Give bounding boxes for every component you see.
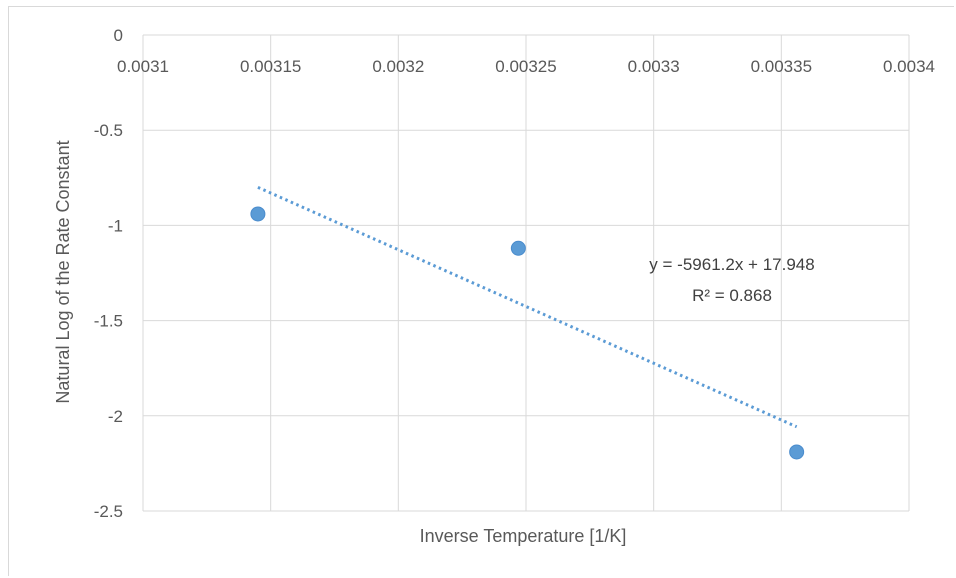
data-points	[250, 206, 805, 460]
y-tick-label: -2.5	[94, 502, 123, 521]
y-tick-label: -1.5	[94, 312, 123, 331]
x-tick-labels: 0.0031 0.00315 0.0032 0.00325 0.0033 0.00335 0…	[117, 57, 935, 76]
data-point	[510, 240, 526, 256]
trendline-equation: y = -5961.2x + 17.948	[649, 255, 814, 274]
data-point	[789, 444, 805, 460]
x-tick-label: 0.00335	[751, 57, 812, 76]
y-tick-label: -0.5	[94, 121, 123, 140]
data-point	[250, 206, 266, 222]
x-tick-label: 0.0032	[372, 57, 424, 76]
chart-area	[8, 6, 954, 576]
trendline	[257, 185, 798, 429]
x-tick-label: 0.0034	[883, 57, 935, 76]
x-axis-title: Inverse Temperature [1/K]	[420, 526, 627, 546]
x-tick-label: 0.0031	[117, 57, 169, 76]
trendline-r-squared: R² = 0.868	[692, 286, 772, 305]
trendline-layer	[257, 185, 798, 429]
x-tick-label: 0.00315	[240, 57, 301, 76]
x-tick-label: 0.00325	[495, 57, 556, 76]
x-tick-label: 0.0033	[628, 57, 680, 76]
y-tick-label: -1	[108, 216, 123, 235]
y-axis-title: Natural Log of the Rate Constant	[53, 140, 73, 403]
y-tick-labels: 0 -0.5 -1 -1.5 -2 -2.5	[94, 26, 123, 521]
gridlines	[142, 34, 910, 512]
y-tick-label: -2	[108, 407, 123, 426]
y-tick-label: 0	[114, 26, 123, 45]
